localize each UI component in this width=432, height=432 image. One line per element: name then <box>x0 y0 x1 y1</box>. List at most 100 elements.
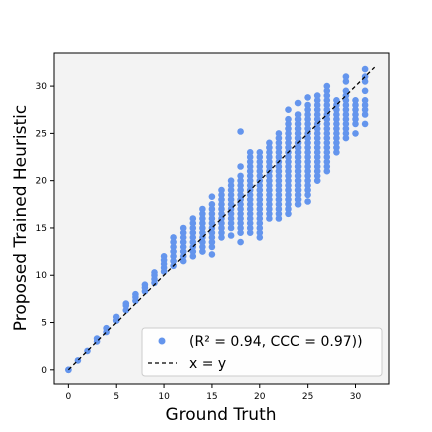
data-point <box>246 196 254 203</box>
data-point <box>304 139 311 147</box>
data-point <box>256 210 264 218</box>
data-point <box>266 186 273 194</box>
data-point <box>294 120 302 128</box>
data-point <box>237 191 244 199</box>
data-point <box>313 144 321 151</box>
data-point <box>256 186 264 194</box>
data-point <box>323 82 331 90</box>
data-point <box>323 144 331 151</box>
data-point <box>342 97 350 104</box>
data-point <box>352 111 359 118</box>
x-axis-ticks: 0 5 10 15 20 25 30 <box>65 384 361 402</box>
data-point <box>304 182 311 189</box>
x-tick-label: 15 <box>206 392 217 402</box>
data-point <box>256 163 264 170</box>
data-point <box>361 120 369 128</box>
data-point <box>304 94 311 101</box>
data-point <box>227 201 235 208</box>
data-point <box>285 130 292 137</box>
data-point <box>132 290 139 298</box>
data-point <box>323 115 331 123</box>
data-point <box>218 219 225 227</box>
data-point <box>170 238 177 246</box>
data-point <box>218 201 225 208</box>
data-point <box>266 210 273 218</box>
data-point <box>294 186 302 194</box>
data-point <box>285 196 292 203</box>
data-point <box>246 149 254 156</box>
data-point <box>304 163 311 170</box>
data-point <box>323 158 331 166</box>
data-point <box>151 269 158 276</box>
x-tick-label: 0 <box>65 392 71 402</box>
data-point <box>342 73 350 80</box>
x-tick-label: 5 <box>113 392 119 402</box>
data-point <box>361 78 369 85</box>
y-tick-label: 15 <box>36 224 47 234</box>
data-point <box>208 219 216 227</box>
data-point <box>227 182 235 189</box>
data-point <box>208 205 216 213</box>
data-point <box>227 215 235 222</box>
data-point <box>218 234 225 241</box>
data-point <box>237 205 244 213</box>
data-point <box>237 177 244 184</box>
data-point <box>266 153 273 161</box>
data-point <box>218 205 225 213</box>
data-point <box>227 186 235 194</box>
data-point <box>313 149 321 156</box>
data-point <box>313 163 321 170</box>
data-point <box>275 177 283 184</box>
data-point <box>199 248 206 255</box>
data-point <box>189 252 197 260</box>
data-point <box>285 210 292 218</box>
data-point <box>227 210 235 218</box>
data-point <box>333 134 340 142</box>
data-point <box>218 191 225 199</box>
data-point <box>208 201 216 208</box>
data-point <box>333 144 340 151</box>
data-point <box>304 153 311 161</box>
data-point <box>342 78 350 85</box>
data-point <box>294 177 302 184</box>
data-point <box>275 144 283 151</box>
identity-line <box>67 66 376 371</box>
x-tick-label: 20 <box>254 392 266 402</box>
data-point <box>256 153 264 161</box>
data-point <box>246 205 254 213</box>
data-point <box>256 191 264 199</box>
data-point <box>227 191 235 199</box>
data-point <box>199 238 206 246</box>
data-point <box>285 139 292 147</box>
data-point <box>323 130 331 137</box>
data-point <box>285 182 292 189</box>
data-point <box>342 111 350 118</box>
data-point <box>304 101 311 109</box>
data-point <box>294 99 302 107</box>
data-point <box>304 125 311 132</box>
data-point <box>256 172 264 180</box>
data-point <box>285 125 292 132</box>
data-point <box>342 106 350 113</box>
data-point <box>333 139 340 147</box>
data-point <box>246 215 254 222</box>
data-point <box>323 134 331 142</box>
data-point <box>237 201 244 208</box>
y-axis-ticks: 0 5 10 15 20 25 30 <box>36 82 54 376</box>
data-point <box>246 219 254 227</box>
data-point <box>285 134 292 142</box>
data-point <box>342 130 350 137</box>
data-point <box>294 144 302 151</box>
y-axis-title: Proposed Trained Heuristic <box>11 105 31 331</box>
y-tick-label: 5 <box>41 319 47 329</box>
data-point <box>294 130 302 137</box>
data-point <box>189 229 197 236</box>
data-point <box>304 198 311 205</box>
data-point <box>342 120 350 128</box>
y-tick-label: 30 <box>36 82 48 92</box>
data-point <box>189 248 197 255</box>
data-point <box>285 115 292 123</box>
data-point <box>256 224 264 232</box>
data-point <box>294 149 302 156</box>
